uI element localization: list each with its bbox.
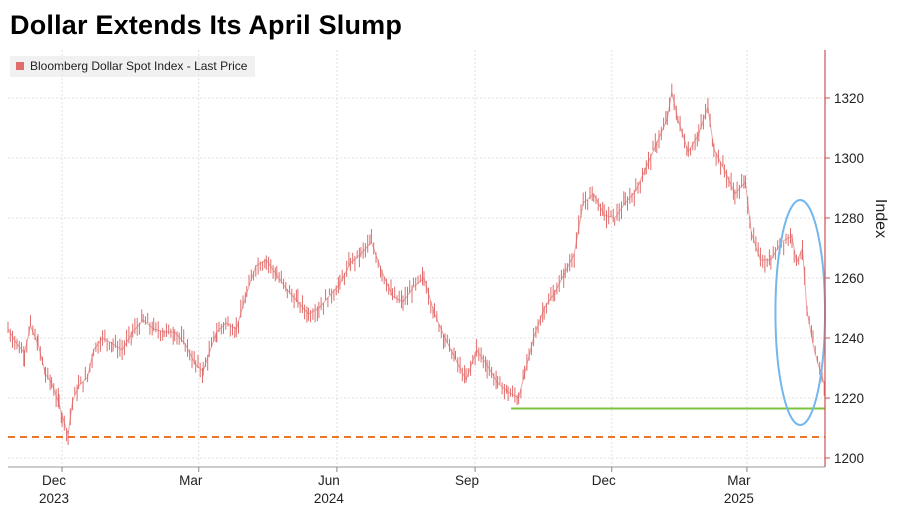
legend: Bloomberg Dollar Spot Index - Last Price [10, 56, 256, 77]
annotations [774, 199, 826, 426]
x-tick-label: Mar [727, 473, 751, 488]
chart-title: Dollar Extends Its April Slump [10, 10, 403, 40]
x-tick-label: Sep [455, 473, 479, 488]
recent-drop-ellipse [774, 199, 826, 426]
x-tick-label: Dec [42, 473, 66, 488]
price-line [7, 91, 826, 435]
legend-swatch [16, 62, 24, 70]
y-tick-label: 1240 [834, 331, 864, 346]
x-tick-label: Dec [592, 473, 616, 488]
legend-label: Bloomberg Dollar Spot Index - Last Price [30, 59, 248, 73]
grid [8, 50, 825, 467]
y-tick-label: 1200 [834, 451, 864, 466]
x-tick-label: Jun [318, 473, 340, 488]
x-tick-year-label: 2024 [314, 491, 345, 506]
y-tick-label: 1260 [834, 271, 864, 286]
axes: 1200 1220 1240 1260 1280 1300 1320 Dec 2023 Mar Ju… [8, 50, 889, 506]
y-tick-label: 1280 [834, 211, 864, 226]
y-axis-title: Index [872, 199, 889, 238]
x-tick-year-label: 2025 [724, 491, 754, 506]
y-tick-label: 1300 [834, 151, 864, 166]
x-tick-year-label: 2023 [39, 491, 69, 506]
price-bars [7, 83, 825, 445]
price-series [7, 83, 826, 445]
reference-lines [8, 407, 825, 438]
y-tick-label: 1320 [834, 91, 864, 106]
y-tick-label: 1220 [834, 391, 864, 406]
x-tick-label: Mar [179, 473, 203, 488]
